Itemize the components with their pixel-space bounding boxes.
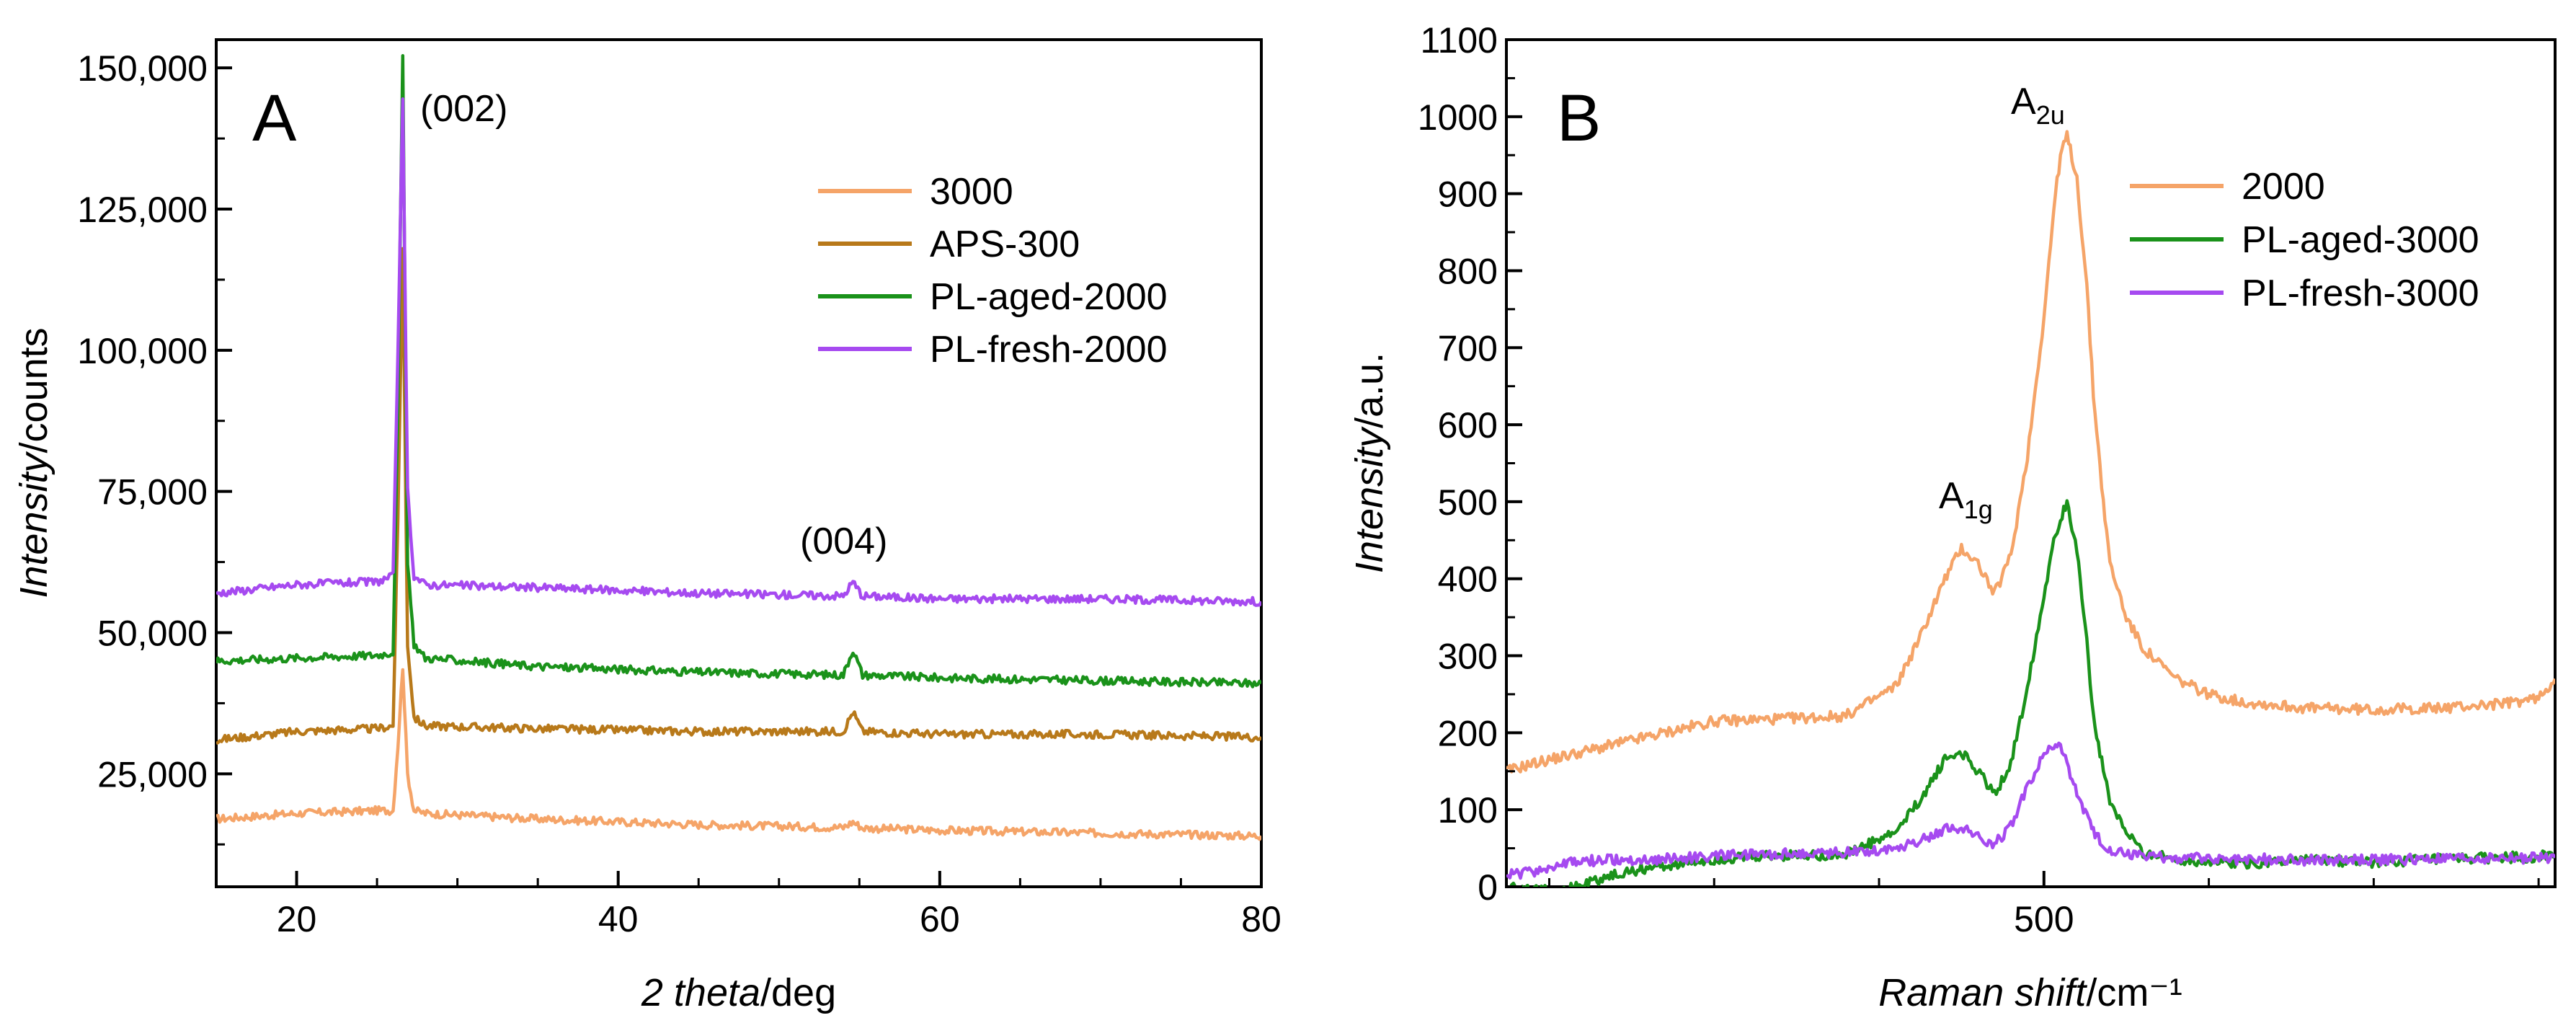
y-tick-label: 1000 xyxy=(1418,97,1498,138)
y-tick-label: 100,000 xyxy=(77,331,208,371)
legend-label-aps-300: APS-300 xyxy=(930,223,1080,265)
y-tick-label: 50,000 xyxy=(97,614,208,654)
y-tick-label: 500 xyxy=(1438,482,1498,523)
panel-b-chart: 0 100 200 300 400 500 600 700 800 900 1000 1100 500… xyxy=(1348,20,2557,1014)
y-tick-label: 25,000 xyxy=(97,754,208,794)
panel-b-plot-frame xyxy=(1505,38,2557,888)
x-tick-label: 20 xyxy=(277,899,317,939)
y-tick-label: 400 xyxy=(1438,559,1498,600)
series-line-aps-300 xyxy=(216,247,1261,745)
x-tick-label: 60 xyxy=(920,899,960,939)
series-line-2000 xyxy=(1506,130,2555,774)
series-line-3000 xyxy=(216,668,1261,841)
y-tick-label: 75,000 xyxy=(97,472,208,513)
legend-label-pl-aged-3000: PL-aged-3000 xyxy=(2242,219,2479,261)
panel-a-chart: 25,00050,00075,000100,000125,000150,000 … xyxy=(12,38,1282,1014)
y-tick-label: 100 xyxy=(1438,790,1498,831)
panel-b-legend: 2000 PL-aged-3000 PL-fresh-3000 xyxy=(2130,166,2479,314)
legend-label-pl-fresh-3000: PL-fresh-3000 xyxy=(2242,273,2479,314)
y-tick-label: 300 xyxy=(1438,637,1498,677)
y-tick-label: 600 xyxy=(1438,405,1498,446)
y-tick-label: 150,000 xyxy=(77,48,208,89)
y-tick-label: 800 xyxy=(1438,251,1498,291)
legend-label-pl-aged-2000: PL-aged-2000 xyxy=(930,276,1168,318)
y-tick-label: 900 xyxy=(1438,174,1498,215)
series-line-pl-fresh-3000 xyxy=(1506,741,2555,880)
series-line-pl-aged-3000 xyxy=(1509,499,2555,887)
x-tick-label: 80 xyxy=(1241,899,1282,939)
panel-a-peak-004-label: (004) xyxy=(800,521,887,562)
y-tick-label: 0 xyxy=(1478,867,1498,908)
y-tick-label: 125,000 xyxy=(77,190,208,230)
panel-b-peak-a2u-label: A2u xyxy=(2011,81,2065,130)
panel-a-legend: 3000 APS-300 PL-aged-2000 PL-fresh-2000 xyxy=(818,171,1168,371)
panel-b-y-axis-label: Intensity/a.u. xyxy=(1348,353,1391,573)
panel-a-label: A xyxy=(252,81,297,155)
legend-label-2000: 2000 xyxy=(2242,166,2325,208)
y-tick-label: 1100 xyxy=(1420,20,1498,61)
panel-b-label: B xyxy=(1557,81,1601,155)
legend-label-pl-fresh-2000: PL-fresh-2000 xyxy=(930,329,1168,371)
panel-a-plot-frame xyxy=(215,38,1263,888)
series-line-pl-fresh-2000 xyxy=(216,97,1261,607)
y-tick-label: 700 xyxy=(1438,328,1498,368)
panel-a-y-axis-label: Intensity/counts xyxy=(12,327,55,598)
x-tick-label: 40 xyxy=(598,899,639,939)
panel-a-x-axis-label: 2 theta/deg xyxy=(641,971,836,1014)
legend-label-3000: 3000 xyxy=(930,171,1013,213)
panel-b-peak-a1g-label: A1g xyxy=(1939,475,1993,524)
panel-a-peak-002-label: (002) xyxy=(420,88,507,130)
x-tick-label: 500 xyxy=(2014,899,2074,939)
y-tick-label: 200 xyxy=(1438,713,1498,753)
series-line-pl-aged-2000 xyxy=(216,53,1261,689)
panel-b-x-axis-label: Raman shift/cm⁻¹ xyxy=(1878,971,2182,1014)
